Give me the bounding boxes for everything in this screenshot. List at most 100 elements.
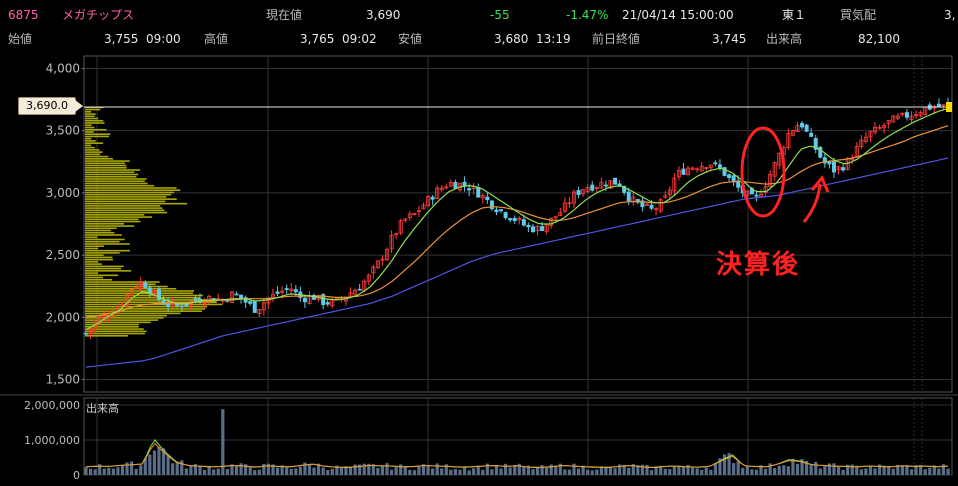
volume-profile-bar xyxy=(85,295,203,297)
price-tick-label: 4,000 xyxy=(46,61,80,75)
volume-bar xyxy=(139,465,142,475)
volume-bar xyxy=(468,470,471,475)
volume-profile-bar xyxy=(85,156,108,158)
volume-bar xyxy=(819,469,822,475)
candle-body xyxy=(627,192,630,201)
candle-body xyxy=(495,210,498,212)
volume-profile-bar xyxy=(85,234,122,236)
volume-profile-bar xyxy=(85,308,205,310)
candle-body xyxy=(303,298,306,302)
volume-profile-bar xyxy=(85,136,109,138)
volume-bar xyxy=(299,467,302,475)
price-tick-label: 2,500 xyxy=(46,248,80,262)
volume-bar xyxy=(741,468,744,475)
volume-bar xyxy=(125,462,128,475)
volume-bar xyxy=(431,468,434,475)
volume-profile-bar xyxy=(85,286,168,288)
candle-body xyxy=(84,333,87,334)
volume-profile-bar xyxy=(85,169,140,171)
volume-bar xyxy=(203,470,206,475)
volume-profile-bar xyxy=(85,120,103,122)
volume-profile-bar xyxy=(85,151,103,153)
candle-body xyxy=(828,162,831,164)
volume-bar xyxy=(869,467,872,475)
volume-bar xyxy=(937,469,940,475)
candle-body xyxy=(905,113,908,118)
volume-bar xyxy=(130,462,133,475)
candle-body xyxy=(527,225,530,226)
volume-profile-bar xyxy=(85,259,113,261)
volume-bar xyxy=(572,464,575,475)
volume-tick-label: 1,000,000 xyxy=(24,434,80,447)
volume-profile-bar xyxy=(85,268,121,270)
candle-body xyxy=(613,178,616,184)
volume-bar xyxy=(650,470,653,475)
volume-profile-bar xyxy=(85,183,148,185)
volume-bar xyxy=(185,469,188,475)
volume-bar xyxy=(463,467,466,475)
volume-profile-bar xyxy=(85,212,167,214)
candle-body xyxy=(513,218,516,220)
volume-profile-bar xyxy=(85,319,158,321)
volume-bar xyxy=(810,464,813,475)
volume-profile-bar xyxy=(85,333,145,335)
candle-body xyxy=(358,289,361,290)
candle-body xyxy=(577,190,580,194)
volume-profile-bar xyxy=(85,111,91,113)
volume-bar xyxy=(440,468,443,475)
volume-profile-bar xyxy=(85,277,103,279)
volume-bar xyxy=(668,469,671,475)
volume-bar xyxy=(554,466,557,475)
volume-bar xyxy=(696,468,699,475)
candle-body xyxy=(727,175,730,178)
volume-bar xyxy=(112,469,115,475)
volume-profile-bar xyxy=(85,196,166,198)
candle-body xyxy=(194,299,197,300)
candle-body xyxy=(531,227,534,232)
volume-bar xyxy=(103,469,106,475)
candle-body xyxy=(468,189,471,190)
volume-profile-bar xyxy=(85,313,181,315)
volume-bar xyxy=(180,460,183,475)
volume-bar xyxy=(449,470,452,475)
volume-bar xyxy=(499,469,502,475)
volume-profile-bar xyxy=(85,281,160,283)
volume-bar xyxy=(404,466,407,475)
volume-bar xyxy=(746,466,749,475)
candle-body xyxy=(477,187,480,197)
volume-profile-bar xyxy=(85,223,124,225)
candle-body xyxy=(540,227,543,231)
volume-profile-bar xyxy=(85,198,177,200)
candle-body xyxy=(144,283,147,288)
candle-body xyxy=(714,163,717,164)
volume-profile-bar xyxy=(85,250,130,252)
volume-profile-bar xyxy=(85,214,144,216)
candle-body xyxy=(253,302,256,313)
volume-bar xyxy=(212,469,215,475)
volume-bar xyxy=(864,468,867,475)
volume-bar xyxy=(390,470,393,475)
volume-bar xyxy=(340,468,343,475)
volume-bar xyxy=(107,468,110,475)
volume-profile-bar xyxy=(85,299,207,301)
volume-profile-bar xyxy=(85,147,95,149)
volume-bar xyxy=(887,466,890,475)
candle-body xyxy=(682,169,685,174)
earnings-annotation: 決算後 xyxy=(716,244,800,281)
volume-bar xyxy=(308,464,311,475)
volume-bar xyxy=(627,468,630,475)
volume-profile-bar xyxy=(85,158,113,160)
volume-bar xyxy=(750,469,753,475)
volume-bar xyxy=(509,468,512,475)
volume-bar xyxy=(426,465,429,475)
volume-profile-bar xyxy=(85,187,177,189)
volume-bar xyxy=(490,469,493,475)
volume-profile-bar xyxy=(85,288,176,290)
volume-profile-bar xyxy=(85,290,194,292)
volume-tick-label: 2,000,000 xyxy=(24,399,80,412)
volume-bar xyxy=(837,467,840,475)
volume-profile-bar xyxy=(85,275,118,277)
volume-bar xyxy=(613,468,616,475)
volume-bar xyxy=(94,469,97,475)
